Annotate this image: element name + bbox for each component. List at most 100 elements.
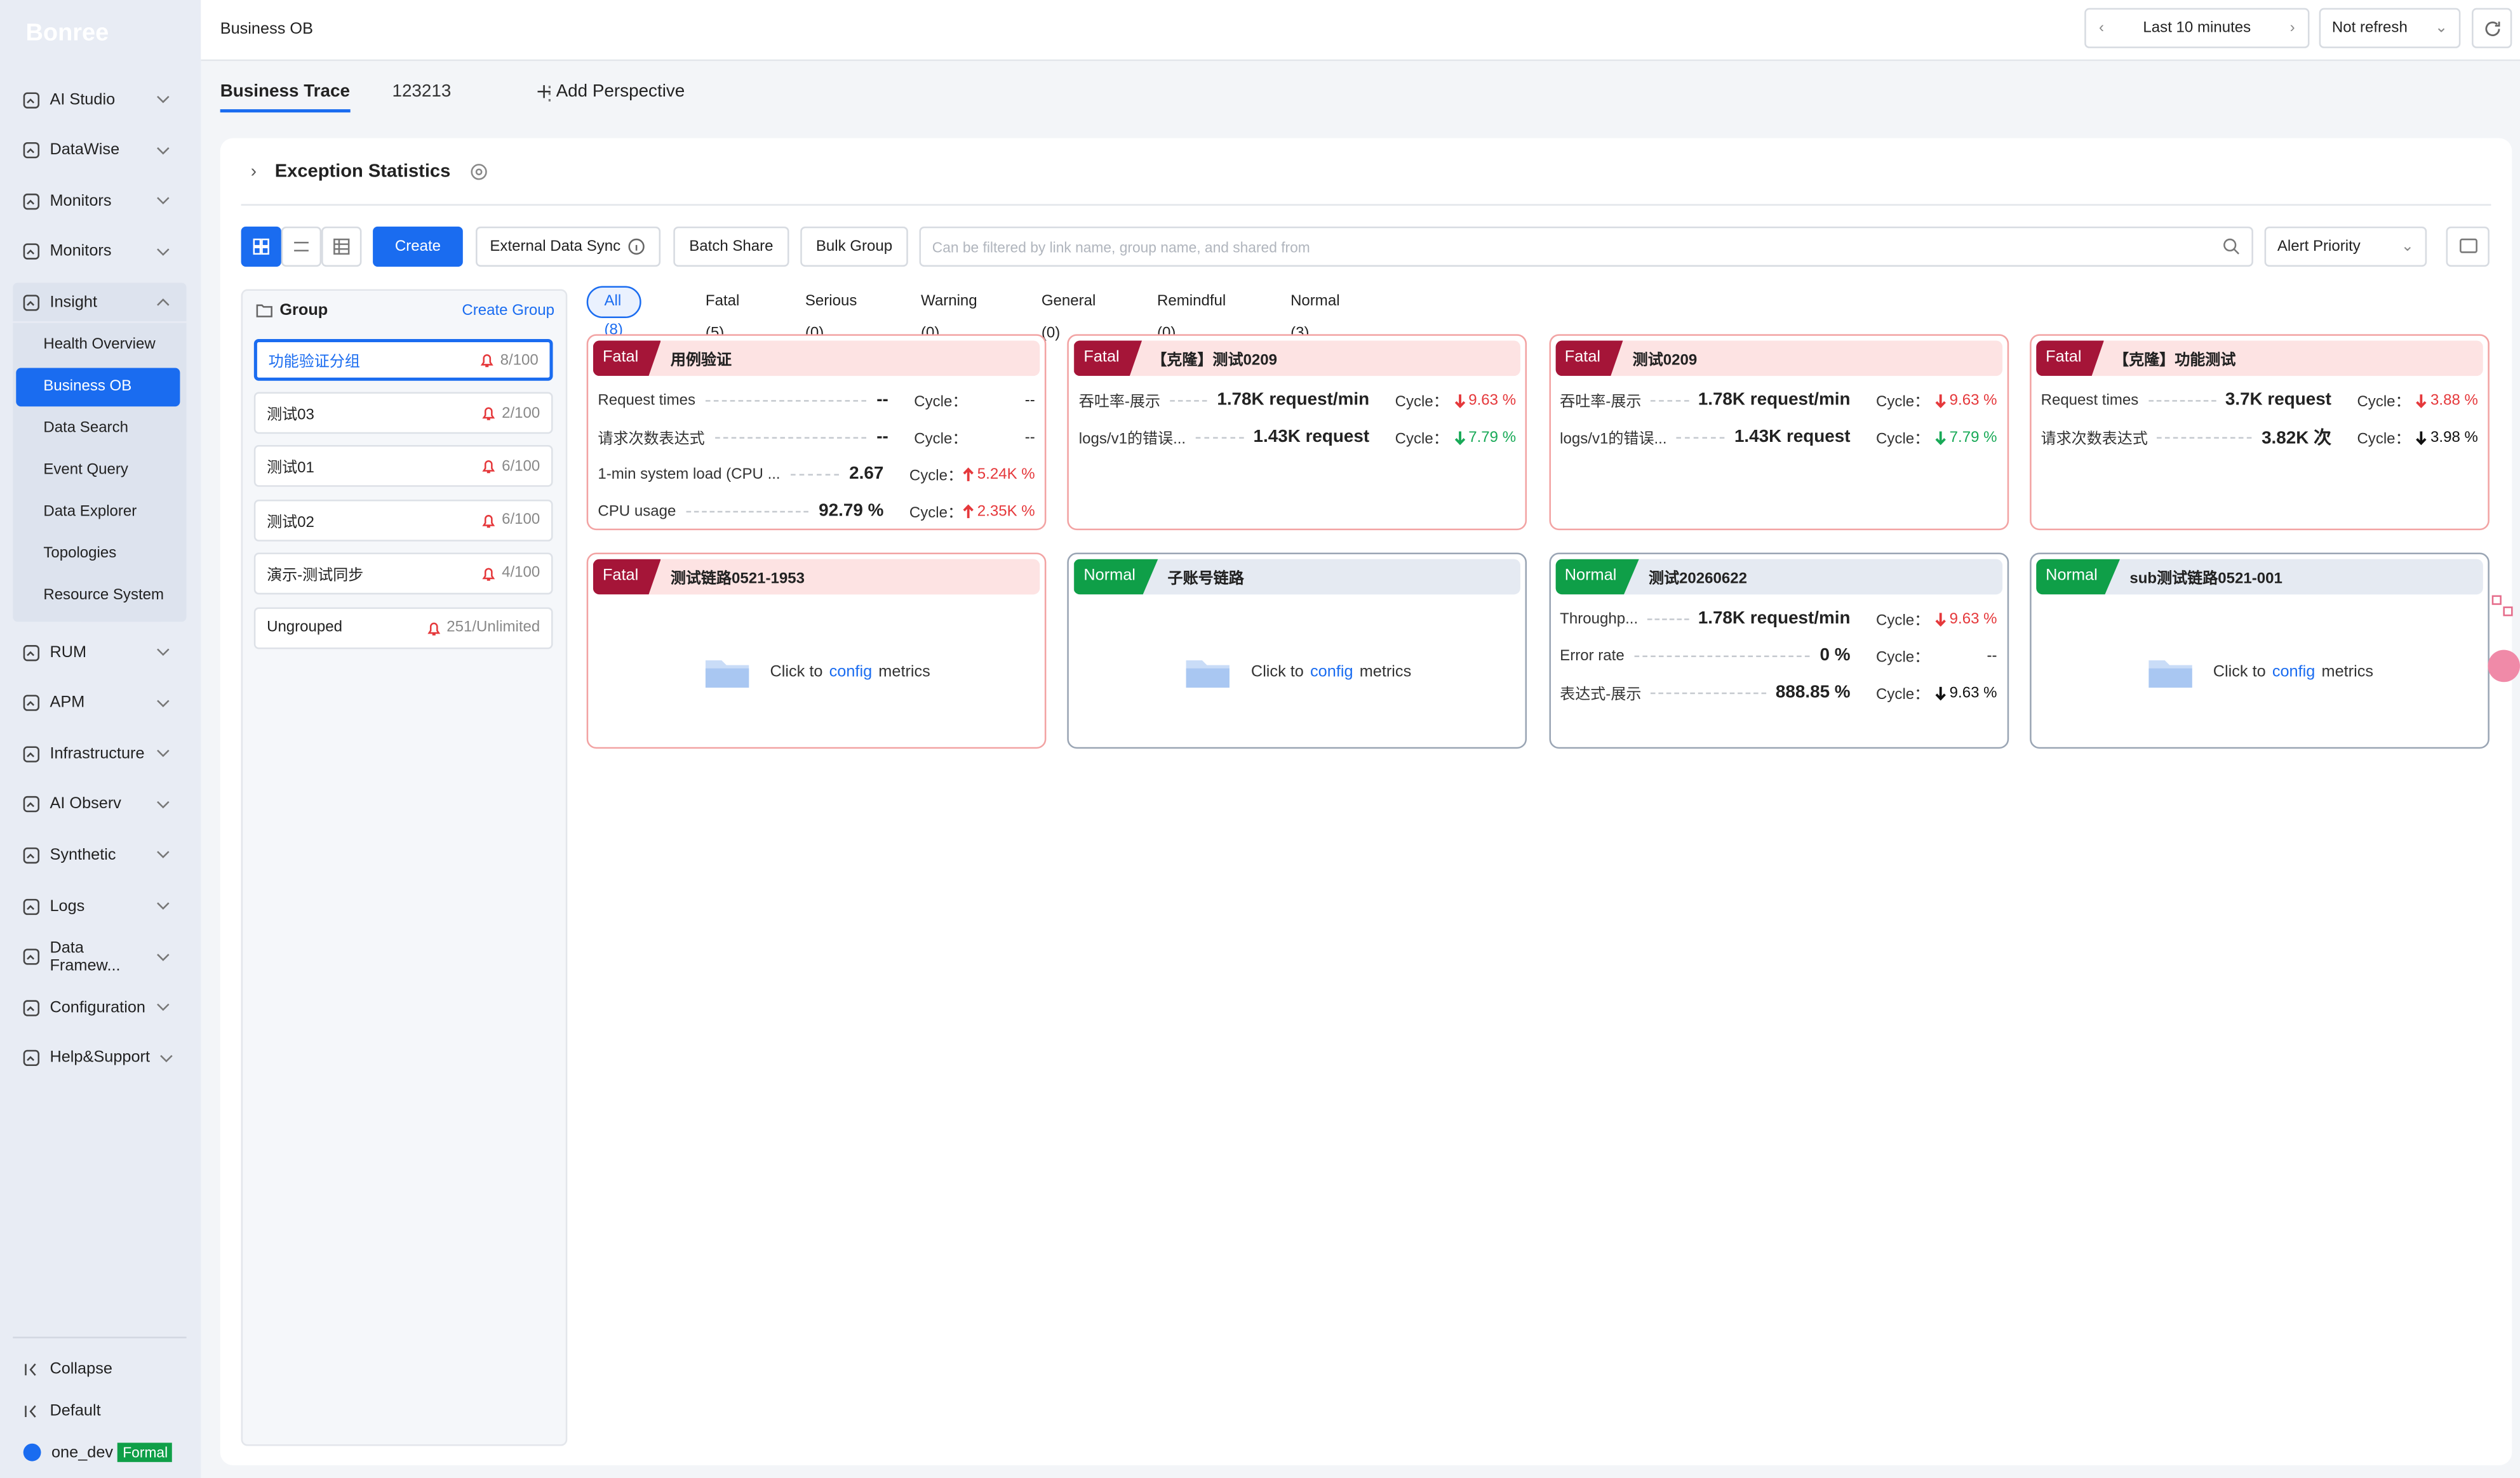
flow-view[interactable]: [281, 226, 322, 267]
export-button[interactable]: [2446, 226, 2490, 267]
trace-card[interactable]: Normal 测试20260622 Throughp... 1.78K request…: [1548, 552, 2009, 749]
refresh-button[interactable]: [2472, 8, 2512, 48]
menu-item[interactable]: Synthetic: [13, 836, 186, 875]
group-count-label: 251/Unlimited: [446, 618, 540, 637]
group-count: 6/100: [481, 511, 540, 529]
config-link[interactable]: config: [829, 662, 873, 681]
metric-value: 1.43K request: [1734, 427, 1851, 447]
filter-tab[interactable]: Warning (0): [921, 292, 977, 343]
batch-share-button[interactable]: Batch Share: [673, 226, 789, 267]
filter-tab[interactable]: Fatal (5): [705, 292, 740, 343]
config-link[interactable]: config: [1310, 662, 1353, 681]
float-icon[interactable]: [2491, 594, 2513, 616]
submenu-item[interactable]: Data Search: [43, 419, 128, 437]
filter-tab[interactable]: All (8): [586, 286, 641, 339]
group-item[interactable]: 演示-测试同步 4/100: [253, 552, 553, 594]
metric-row: 吞吐率-展示 1.78K request/min Cycle： 9.63 %: [1560, 387, 1997, 413]
menu-item[interactable]: Logs: [13, 887, 186, 926]
submenu-item[interactable]: Data Explorer: [43, 503, 137, 521]
tab[interactable]: Business Trace: [220, 82, 350, 113]
change-value: --: [1987, 646, 1997, 665]
group-item[interactable]: 测试02 6/100: [253, 498, 553, 541]
group-item[interactable]: 功能验证分组 8/100: [253, 338, 553, 381]
submenu-item[interactable]: Health Overview: [43, 335, 156, 354]
priority-select[interactable]: Alert Priority ⌄: [2264, 226, 2427, 267]
submenu-item[interactable]: Topologies: [43, 544, 117, 563]
sidebar: Bonree AI Studio DataWise Monitors Monitors…: [0, 0, 201, 1478]
create-group[interactable]: Create Group: [462, 302, 555, 320]
menu-item[interactable]: DataWise: [13, 131, 186, 170]
add-perspective[interactable]: Add Perspective: [537, 82, 685, 101]
menu-item[interactable]: Configuration: [13, 989, 186, 1027]
group-item[interactable]: 测试01 6/100: [253, 445, 553, 488]
trace-card[interactable]: Fatal 测试链路0521-1953 Click to config metrics: [586, 552, 1047, 749]
filter-tab[interactable]: Remindful (0): [1157, 292, 1226, 343]
footer-item[interactable]: Default: [13, 1391, 186, 1430]
user[interactable]: one_dev Formal: [13, 1433, 186, 1472]
icon: [963, 467, 977, 481]
icon: [479, 352, 495, 368]
group-item[interactable]: 测试03 2/100: [253, 392, 553, 434]
leader: [2157, 436, 2252, 438]
refresh-select[interactable]: Not refresh ⌄: [2319, 8, 2461, 48]
cycle-label: Cycle：: [909, 504, 963, 523]
metric-name: Throughp...: [1560, 609, 1639, 628]
collapse-chevron[interactable]: ›: [250, 162, 257, 182]
external-sync-button[interactable]: External Data Sync: [476, 226, 661, 267]
footer-item[interactable]: Collapse: [13, 1350, 186, 1388]
settings-icon[interactable]: [469, 163, 488, 182]
trace-card[interactable]: Fatal 测试0209 吞吐率-展示 1.78K request/min Cycle：…: [1548, 334, 2009, 531]
icon: [13, 1360, 50, 1378]
menu-item[interactable]: Monitors: [13, 232, 186, 271]
trace-card[interactable]: Normal sub测试链路0521-001 Click to config metri…: [2029, 552, 2490, 749]
create-button[interactable]: Create: [373, 226, 463, 267]
time-range[interactable]: ‹ Last 10 minutes ›: [2084, 8, 2310, 48]
menu-item[interactable]: Monitors: [13, 182, 186, 220]
config-link[interactable]: config: [2272, 662, 2316, 681]
metric-name: 请求次数表达式: [2041, 430, 2148, 449]
tab[interactable]: 123213: [392, 82, 452, 102]
icon: [13, 1402, 50, 1420]
menu-label: Monitors: [50, 243, 112, 261]
trace-card[interactable]: Fatal 【克隆】功能测试 Request times 3.7K request Cy…: [2029, 334, 2490, 531]
icon: [1935, 430, 1950, 444]
menu-item[interactable]: AI Studio: [13, 81, 186, 119]
metric-change: 3.88 %: [2411, 391, 2478, 409]
trace-card[interactable]: Fatal 用例验证 Request times -- Cycle： -- 请求次数表达式 -…: [586, 334, 1047, 531]
icon: [537, 82, 551, 101]
time-range-label: Last 10 minutes: [2143, 19, 2251, 37]
group-item[interactable]: Ungrouped 251/Unlimited: [253, 606, 553, 649]
menu-item[interactable]: Data Framew...: [13, 938, 186, 976]
metric-row: logs/v1的错误... 1.43K request Cycle： 7.79 %: [1560, 424, 1997, 449]
menu-label: Data Framew...: [50, 939, 121, 975]
filter-tab[interactable]: Serious (0): [805, 292, 857, 343]
search-input[interactable]: Can be filtered by link name, group name…: [919, 226, 2253, 267]
menu-label: DataWise: [50, 141, 120, 159]
metric-change: 9.63 %: [1929, 684, 1997, 702]
icon: [13, 999, 50, 1016]
menu-item[interactable]: Help&Support: [13, 1039, 186, 1078]
leader: [1676, 436, 1725, 438]
filter-tab[interactable]: General (0): [1041, 292, 1096, 343]
cycle-label: Cycle：: [2357, 393, 2411, 411]
cycle-label: Cycle：: [1395, 430, 1449, 449]
icon: [146, 952, 180, 962]
menu-item[interactable]: Insight: [13, 283, 187, 323]
table-view[interactable]: [321, 226, 362, 267]
card-view[interactable]: [241, 226, 281, 267]
trace-card[interactable]: Normal 子账号链路 Click to config metrics: [1068, 552, 1527, 749]
filter-tab[interactable]: Normal (3): [1290, 292, 1340, 343]
menu-item[interactable]: RUM: [13, 633, 186, 672]
metric-row: Error rate 0 % Cycle： --: [1560, 642, 1997, 668]
menu-item[interactable]: AI Observ: [13, 785, 186, 824]
menu-item[interactable]: APM: [13, 684, 186, 722]
assistant-icon[interactable]: [2486, 649, 2520, 682]
cycle-label: Cycle：: [909, 467, 963, 486]
submenu-item[interactable]: Resource System: [43, 586, 164, 604]
submenu-item[interactable]: Event Query: [43, 461, 128, 479]
metric-row: 请求次数表达式 3.82K 次 Cycle： 3.98 %: [2041, 424, 2478, 449]
menu-item[interactable]: Infrastructure: [13, 735, 186, 773]
trace-card[interactable]: Fatal 【克隆】测试0209 吞吐率-展示 1.78K request/min Cy…: [1068, 334, 1527, 531]
bulk-group-button[interactable]: Bulk Group: [800, 226, 908, 267]
submenu-item[interactable]: Business OB: [16, 368, 180, 407]
